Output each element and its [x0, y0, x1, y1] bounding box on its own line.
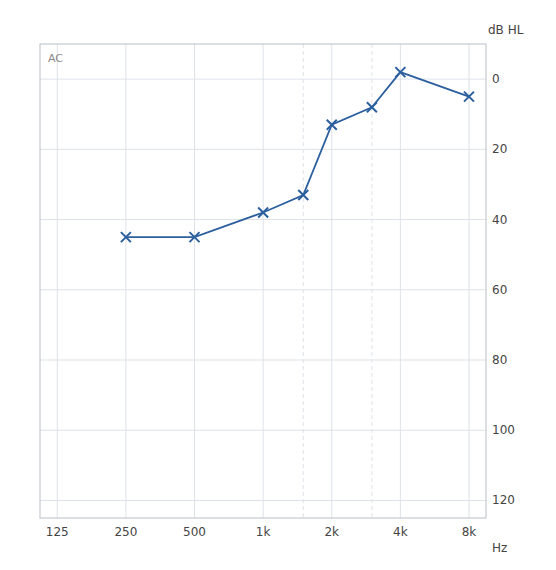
- dashed-line: [371, 44, 372, 518]
- x-grid-line: [331, 44, 332, 518]
- x-grid-line: [194, 44, 195, 518]
- y-tick-label: 0: [492, 72, 500, 86]
- marker-x: [464, 92, 474, 102]
- x-grid-line: [400, 44, 401, 518]
- marker: [395, 67, 405, 77]
- x-grid-line: [468, 44, 469, 518]
- marker-x: [395, 67, 405, 77]
- y-tick-label: 80: [492, 353, 507, 367]
- marker: [258, 208, 268, 218]
- plot-frame: [40, 44, 486, 518]
- y-tick-label: 120: [492, 493, 515, 507]
- marker: [190, 232, 200, 242]
- y-grid-line: [40, 219, 486, 220]
- marker: [121, 232, 131, 242]
- y-grid-line: [40, 500, 486, 501]
- x-axis-label: Hz: [492, 541, 507, 555]
- marker: [327, 120, 337, 130]
- x-grid-line: [57, 44, 58, 518]
- grid: [40, 44, 486, 518]
- data: [121, 67, 474, 242]
- line: [126, 72, 469, 237]
- x-tick-label: 1k: [256, 525, 271, 539]
- marker-x: [327, 120, 337, 130]
- annotation: AC: [48, 52, 63, 65]
- marker-x: [298, 190, 308, 200]
- marker: [464, 92, 474, 102]
- marker-x: [258, 208, 268, 218]
- x-tick-label: 250: [114, 525, 137, 539]
- plot-area: [40, 44, 486, 518]
- marker-x: [367, 102, 377, 112]
- y-grid-line: [40, 360, 486, 361]
- marker-x: [190, 232, 200, 242]
- y-tick-label: 60: [492, 283, 507, 297]
- x-tick-label: 2k: [324, 525, 339, 539]
- x-tick-label: 4k: [393, 525, 408, 539]
- y-tick-label: 40: [492, 213, 507, 227]
- x-grid-line: [125, 44, 126, 518]
- dashed-line: [303, 44, 304, 518]
- y-grid-line: [40, 289, 486, 290]
- y-grid-line: [40, 149, 486, 150]
- marker: [298, 190, 308, 200]
- x-tick-label: 500: [183, 525, 206, 539]
- marker: [367, 102, 377, 112]
- x-tick-label: 125: [46, 525, 69, 539]
- y-tick-label: 100: [492, 423, 515, 437]
- x-tick-label: 8k: [462, 525, 477, 539]
- marker-x: [121, 232, 131, 242]
- chart: 125 250 500 1k 2k 4k 8k 0 20 40 60 80 100 120 Hz dB HL A…: [0, 0, 556, 570]
- y-axis-label: dB HL: [488, 23, 524, 37]
- x-grid-line: [263, 44, 264, 518]
- y-grid-line: [40, 430, 486, 431]
- y-tick-label: 20: [492, 142, 507, 156]
